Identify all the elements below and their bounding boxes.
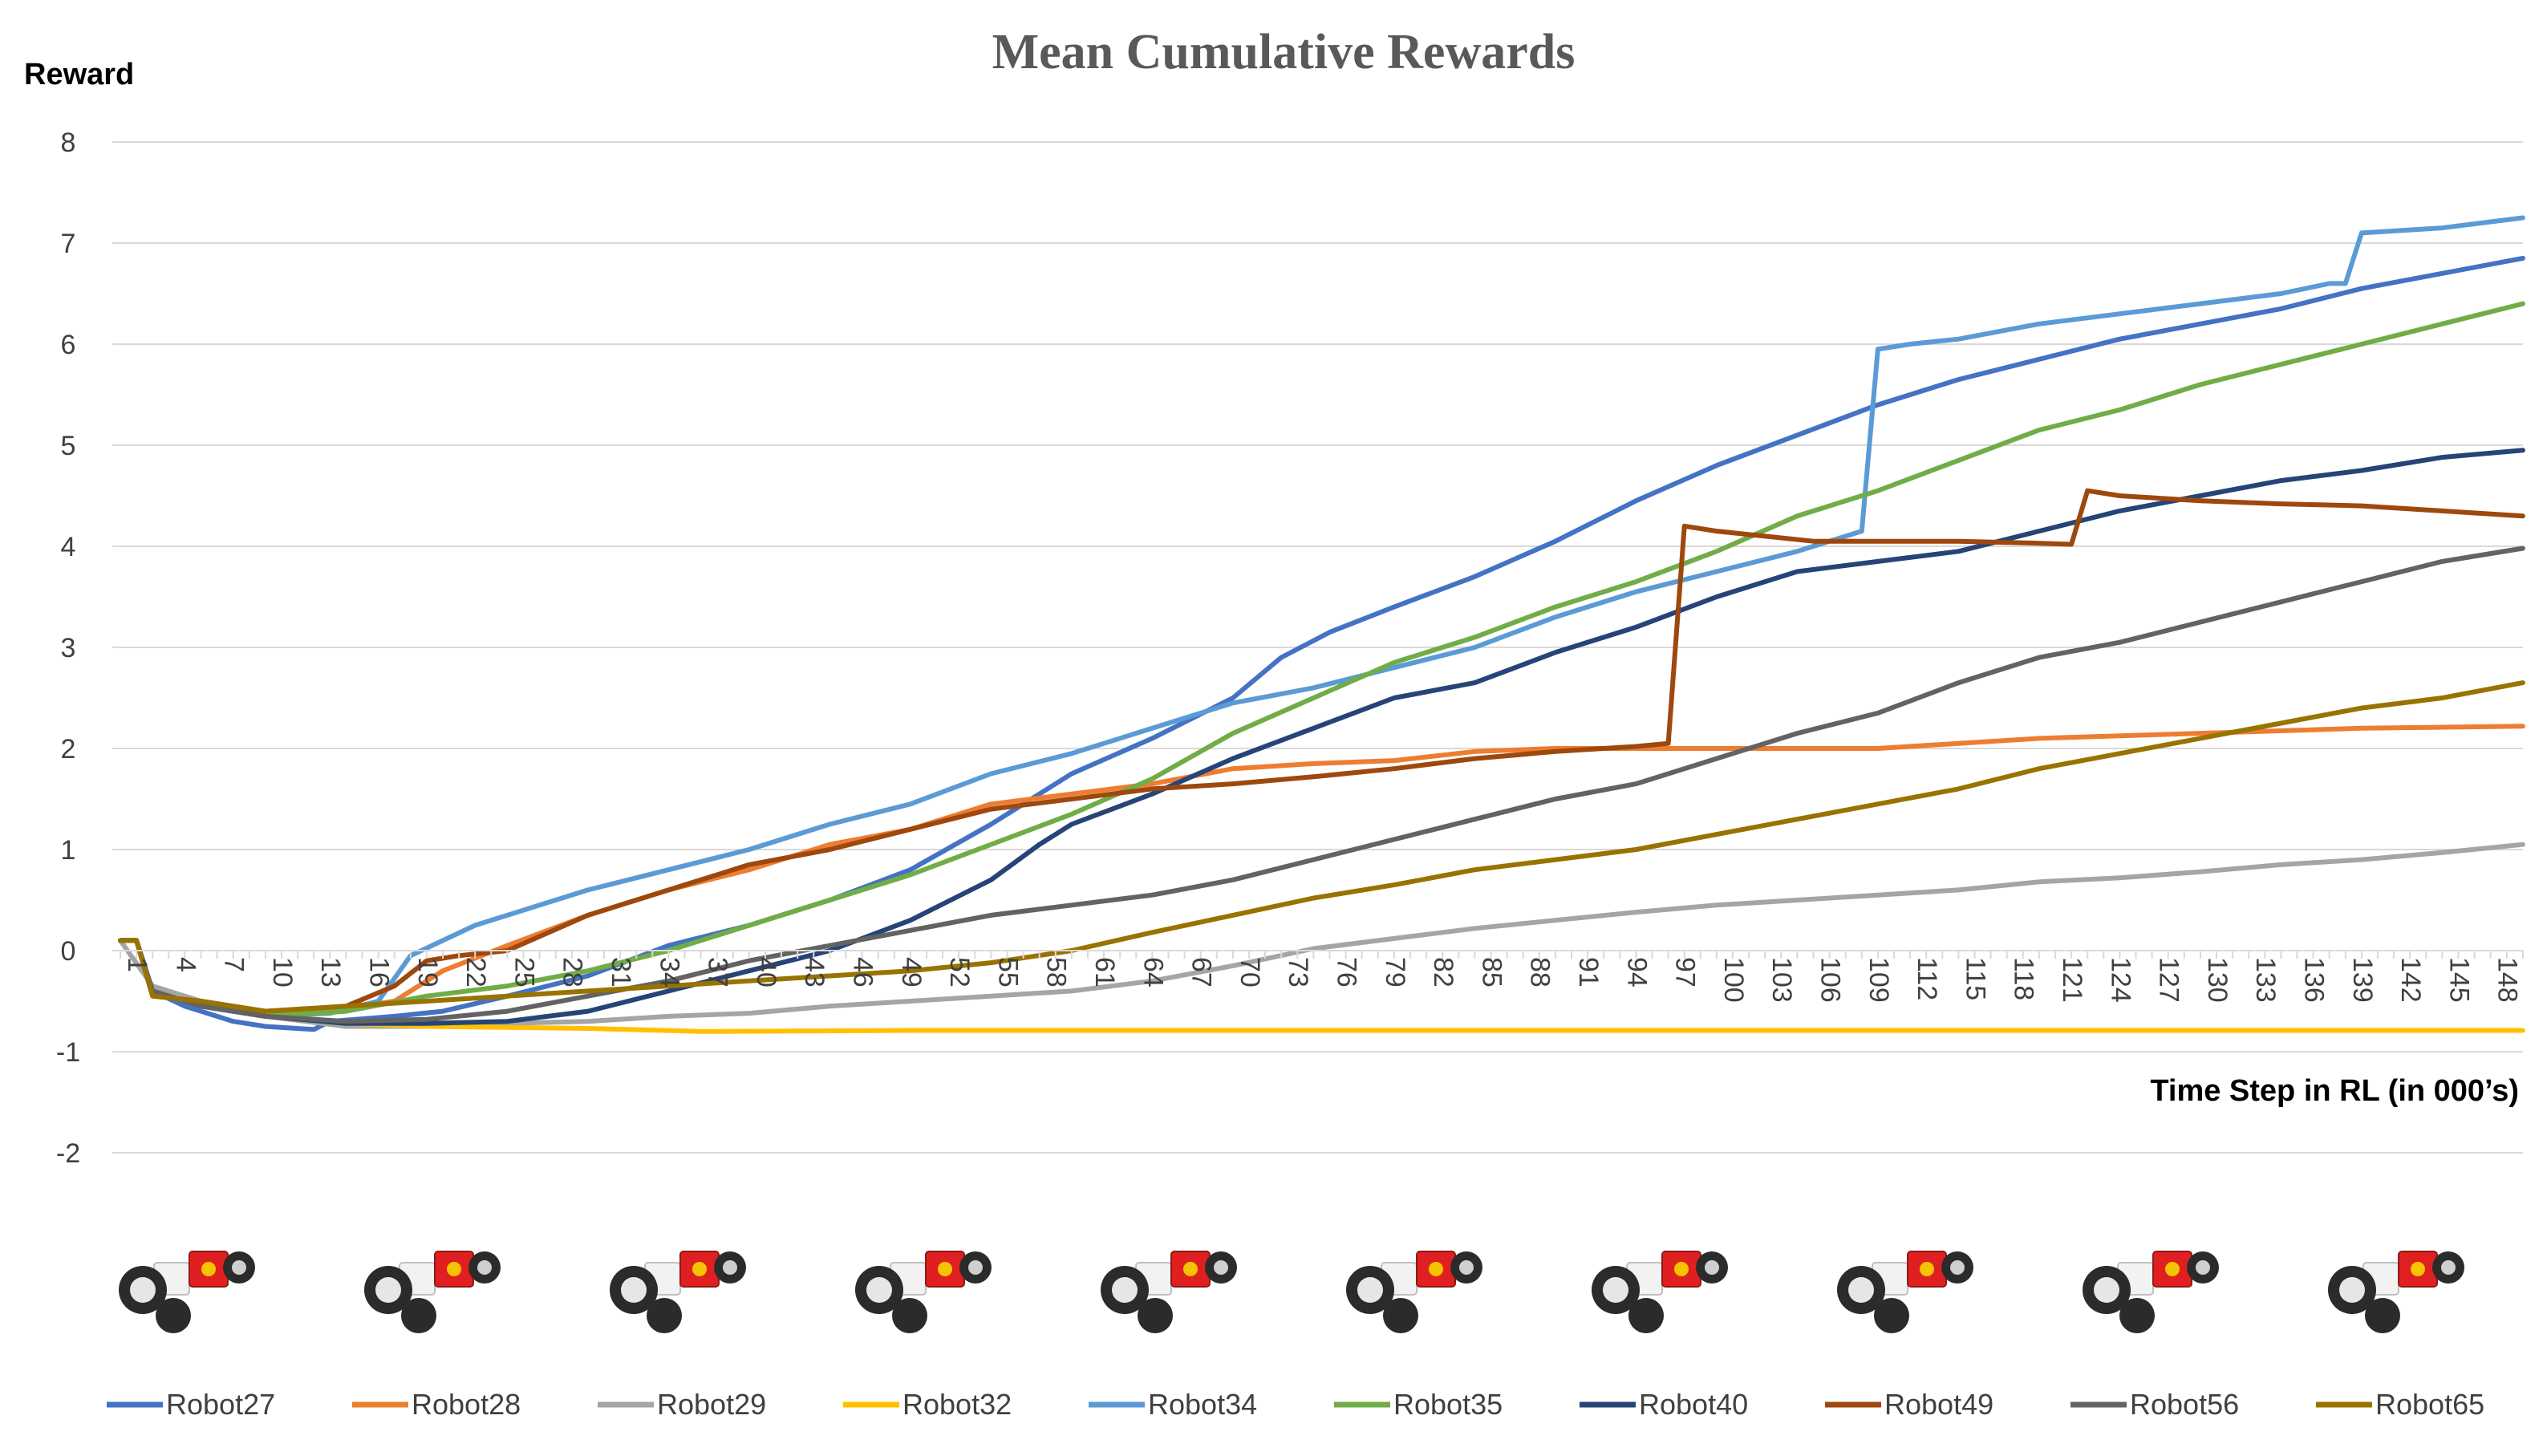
x-tick-label: 91 <box>1573 957 1604 988</box>
robot27-icon <box>119 1251 255 1333</box>
legend-label: Robot35 <box>1393 1388 1503 1421</box>
y-tick-label: -1 <box>56 1037 80 1068</box>
legend-label: Robot29 <box>657 1388 766 1421</box>
x-tick-label: 40 <box>751 957 781 988</box>
series-line-robot65 <box>118 680 2525 1014</box>
y-tick-label: -2 <box>56 1138 80 1169</box>
x-tick-label: 142 <box>2395 957 2426 1003</box>
chart-title: Mean Cumulative Rewards <box>992 25 1576 79</box>
series-line-robot35 <box>118 301 2525 1019</box>
series-line-robot56 <box>118 545 2525 1024</box>
x-tick-label: 100 <box>1718 957 1749 1003</box>
x-axis-ticks: 1 4 7 10 13 16 19 22 25 28 31 34 37 40 43 46 49 52 55 58 61 6… <box>122 957 2523 1003</box>
legend-label: Robot49 <box>1884 1388 1993 1421</box>
y-axis-ticks: -2 -1 0 1 2 3 4 5 6 7 8 <box>56 128 80 1169</box>
x-tick-label: 76 <box>1332 957 1362 988</box>
series-line-robot27 <box>118 255 2525 1032</box>
x-axis <box>112 950 2524 959</box>
y-tick-label: 2 <box>61 734 76 765</box>
x-tick-label: 130 <box>2202 957 2233 1003</box>
x-tick-label: 43 <box>799 957 829 988</box>
x-tick-label: 73 <box>1283 957 1313 988</box>
x-axis-label: Time Step in RL (in 000’s) <box>2150 1074 2519 1108</box>
x-tick-label: 88 <box>1525 957 1555 988</box>
y-axis-label: Reward <box>24 58 134 91</box>
legend-label: Robot27 <box>166 1388 275 1421</box>
y-tick-label: 6 <box>61 330 76 360</box>
series-line-robot34 <box>118 215 2525 1019</box>
x-tick-label: 58 <box>1041 957 1072 988</box>
x-tick-label: 124 <box>2105 957 2135 1003</box>
x-tick-label: 148 <box>2492 957 2523 1003</box>
legend-label: Robot34 <box>1148 1388 1257 1421</box>
x-tick-label: 55 <box>992 957 1023 988</box>
series-lines <box>118 215 2525 1034</box>
x-tick-label: 52 <box>944 957 975 988</box>
gridlines <box>112 141 2523 1154</box>
x-tick-label: 67 <box>1186 957 1217 988</box>
x-tick-label: 82 <box>1428 957 1458 988</box>
robot29-icon <box>610 1251 746 1333</box>
x-tick-label: 4 <box>170 957 201 972</box>
y-tick-label: 7 <box>61 229 76 259</box>
x-tick-label: 28 <box>558 957 588 988</box>
x-tick-label: 139 <box>2347 957 2378 1003</box>
robot34-icon <box>1101 1251 1237 1333</box>
x-tick-label: 25 <box>509 957 539 988</box>
y-tick-label: 3 <box>61 633 76 663</box>
robot40-icon <box>1592 1251 1728 1333</box>
x-tick-label: 136 <box>2299 957 2330 1003</box>
x-tick-label: 1 <box>122 957 152 972</box>
x-tick-label: 145 <box>2444 957 2474 1003</box>
robot32-icon <box>855 1251 992 1333</box>
x-tick-label: 10 <box>267 957 298 988</box>
legend-label: Robot32 <box>902 1388 1012 1421</box>
legend-label: Robot40 <box>1639 1388 1748 1421</box>
y-tick-label: 5 <box>61 431 76 461</box>
robot-images <box>119 1251 2464 1333</box>
x-tick-label: 19 <box>412 957 443 988</box>
x-tick-label: 34 <box>654 957 684 988</box>
series-line-robot49 <box>118 488 2525 1014</box>
x-tick-label: 61 <box>1089 957 1120 988</box>
x-tick-label: 49 <box>896 957 927 988</box>
x-tick-label: 133 <box>2250 957 2281 1003</box>
x-tick-label: 112 <box>1912 957 1942 1000</box>
x-tick-label: 31 <box>606 957 636 988</box>
y-tick-label: 1 <box>61 835 76 866</box>
robot49-icon <box>1837 1251 1973 1333</box>
x-tick-label: 85 <box>1476 957 1507 988</box>
x-tick-label: 37 <box>703 957 733 988</box>
x-tick-label: 106 <box>1815 957 1846 1003</box>
x-tick-label: 97 <box>1670 957 1701 988</box>
x-tick-label: 70 <box>1235 957 1265 988</box>
robot56-icon <box>2083 1251 2219 1333</box>
x-tick-label: 121 <box>2057 957 2087 1003</box>
x-tick-label: 109 <box>1864 957 1894 1003</box>
robot35-icon <box>1346 1251 1482 1333</box>
x-tick-label: 79 <box>1380 957 1410 988</box>
legend-label: Robot56 <box>2130 1388 2239 1421</box>
x-tick-label: 127 <box>2154 957 2184 1003</box>
y-tick-label: 4 <box>61 532 76 562</box>
legend-label: Robot65 <box>2375 1388 2484 1421</box>
x-tick-label: 22 <box>460 957 491 988</box>
x-tick-label: 103 <box>1766 957 1797 1003</box>
x-tick-label: 64 <box>1138 957 1168 988</box>
robot65-icon <box>2328 1251 2464 1333</box>
x-tick-label: 94 <box>1621 957 1652 988</box>
x-tick-label: 46 <box>848 957 878 988</box>
y-tick-label: 0 <box>61 936 76 967</box>
y-tick-label: 8 <box>61 128 76 158</box>
legend-label: Robot28 <box>412 1388 521 1421</box>
x-tick-label: 115 <box>1960 957 1990 1000</box>
x-tick-label: 13 <box>315 957 346 988</box>
x-tick-label: 118 <box>2009 957 2039 1000</box>
legend: Robot27 Robot28 Robot29 Robot32 Robot34 Robot… <box>107 1388 2484 1421</box>
x-tick-label: 7 <box>219 957 249 972</box>
robot28-icon <box>364 1251 501 1333</box>
x-tick-label: 16 <box>364 957 395 988</box>
